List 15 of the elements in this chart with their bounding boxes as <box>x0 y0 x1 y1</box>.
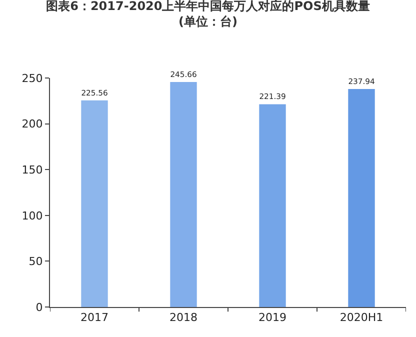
y-tick-label: 150 <box>22 163 43 176</box>
y-tick-label: 100 <box>22 209 43 222</box>
y-tick-label: 200 <box>22 118 43 131</box>
x-tick-label: 2019 <box>258 311 286 324</box>
chart-title: 图表6：2017-2020上半年中国每万人对应的POS机具数量(单位：台) <box>46 0 370 29</box>
x-tick-label: 2018 <box>170 311 198 324</box>
x-tick-label: 2020H1 <box>340 311 384 324</box>
y-tick-label: 50 <box>28 255 43 268</box>
bar <box>259 104 286 307</box>
y-tick-label: 250 <box>22 72 43 85</box>
bar <box>348 89 375 307</box>
bar <box>81 100 108 307</box>
bar <box>170 82 197 307</box>
y-tick-label: 0 <box>36 300 43 314</box>
x-tick-label: 2017 <box>80 311 108 324</box>
